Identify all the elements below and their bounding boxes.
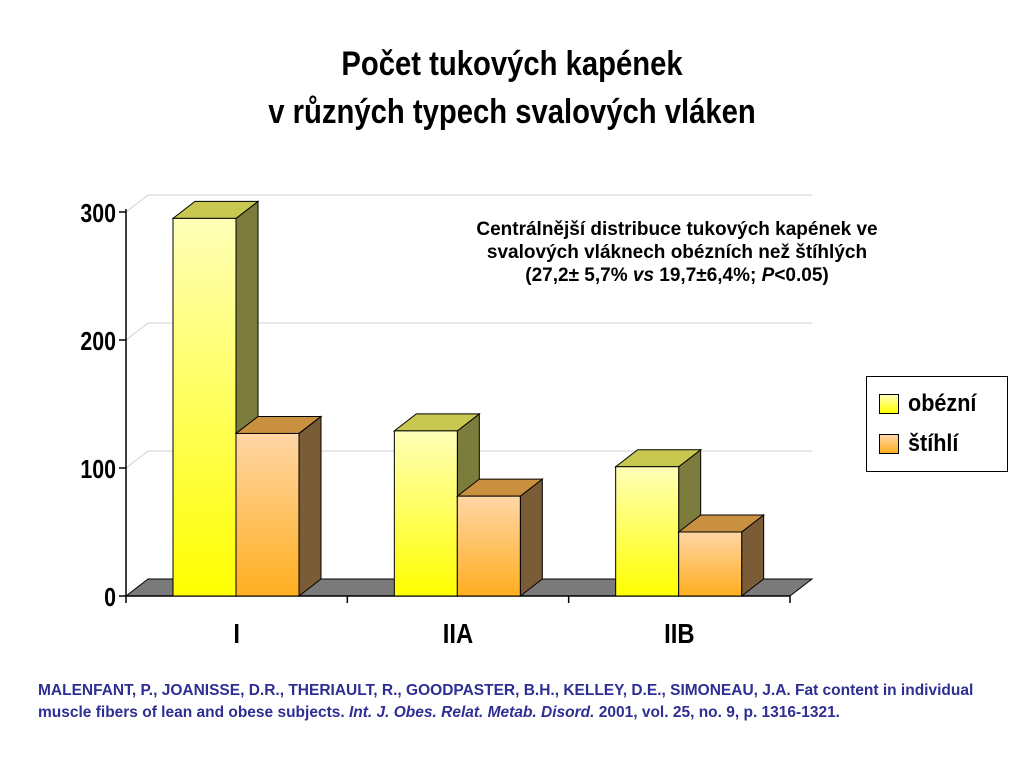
bar-side <box>519 478 543 598</box>
legend-swatch-lean <box>879 434 899 454</box>
legend-item-obese: obézní <box>879 389 984 419</box>
citation: MALENFANT, P., JOANISSE, D.R., THERIAULT… <box>38 680 988 724</box>
annotation-p: P <box>761 265 775 286</box>
x-category-label: IIB <box>664 617 694 649</box>
citation-authors: MALENFANT, P., JOANISSE, D.R., THERIAULT… <box>38 682 974 721</box>
y-tick-label: 300 <box>80 199 116 229</box>
y-tick-label: 100 <box>80 455 116 485</box>
gridline-side <box>125 194 149 213</box>
bar <box>172 217 237 597</box>
title-line-1: Počet tukových kapének <box>341 45 683 83</box>
bar-side <box>298 415 322 598</box>
annotation-line-2: svalových vláknech obézních než štíhlých <box>486 242 868 263</box>
bar <box>235 432 300 597</box>
legend-item-lean: štíhlí <box>879 429 964 459</box>
y-tick-label: 0 <box>104 583 116 613</box>
chart-legend: obézní štíhlí <box>866 376 1008 472</box>
bar <box>393 430 458 597</box>
citation-journal: Int. J. Obes. Relat. Metab. Disord. <box>348 704 595 721</box>
annotation-stats-1: (27,2± 5,7% <box>525 265 633 286</box>
x-category-label: I <box>233 617 240 649</box>
bar <box>678 531 743 597</box>
gridline-side <box>125 450 149 469</box>
gridline-side <box>125 322 149 341</box>
annotation-stats-3: <0.05) <box>774 265 829 286</box>
bar <box>456 495 521 597</box>
x-category-label: IIA <box>443 617 474 649</box>
annotation-stats-2: 19,7±6,4%; <box>654 265 762 286</box>
legend-label-obese: obézní <box>908 390 977 417</box>
annotation-vs: vs <box>632 265 655 286</box>
title-line-2: v různých typech svalových vláken <box>268 93 756 131</box>
annotation-line-3: (27,2± 5,7% vs 19,7±6,4%; P<0.05) <box>392 264 962 287</box>
chart-annotation: Centrálnější distribuce tukových kapének… <box>392 218 962 287</box>
citation-details: 2001, vol. 25, no. 9, p. 1316-1321. <box>594 704 840 721</box>
chart-title: Počet tukových kapének v různých typech … <box>72 40 953 136</box>
legend-label-lean: štíhlí <box>908 430 959 457</box>
annotation-line-1: Centrálnější distribuce tukových kapének… <box>476 219 878 240</box>
bar <box>615 466 680 597</box>
y-tick-label: 200 <box>80 327 116 357</box>
legend-swatch-obese <box>879 394 899 414</box>
